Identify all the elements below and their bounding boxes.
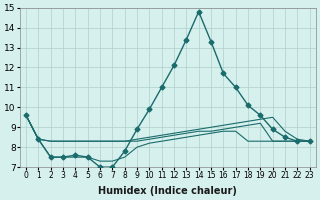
X-axis label: Humidex (Indice chaleur): Humidex (Indice chaleur) — [98, 186, 237, 196]
